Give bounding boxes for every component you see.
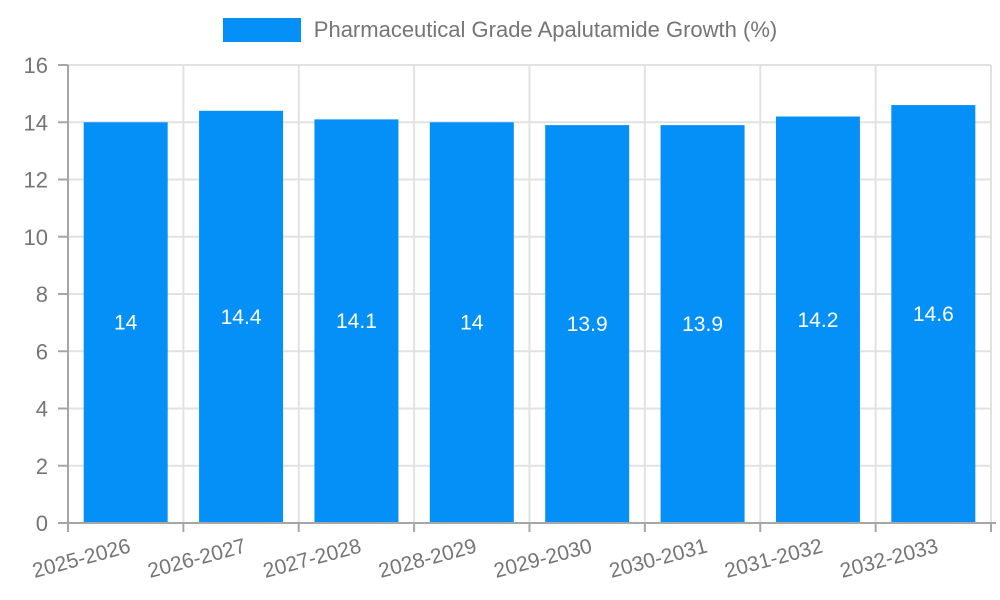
y-tick-label: 12: [24, 168, 48, 193]
bar-value-label: 14: [114, 312, 138, 335]
bar: [660, 125, 745, 524]
x-tick-label: 2026-2027: [145, 535, 248, 583]
legend-swatch: [222, 18, 301, 42]
bar-value-label: 13.9: [682, 313, 723, 336]
y-tick-label: 4: [36, 397, 48, 422]
bar: [545, 125, 630, 524]
bar: [891, 105, 976, 523]
legend-label: Pharmaceutical Grade Apalutamide Growth …: [313, 17, 778, 42]
bar-value-label: 14.6: [913, 303, 954, 326]
y-tick-label: 14: [24, 110, 48, 135]
y-tick-label: 10: [24, 225, 48, 250]
bar: [199, 110, 284, 524]
y-tick-label: 16: [24, 53, 48, 78]
y-tick-label: 2: [36, 454, 48, 479]
bar: [314, 119, 399, 523]
x-tick-label: 2028-2029: [376, 535, 479, 583]
bar-value-label: 13.9: [567, 313, 608, 336]
bar: [775, 116, 860, 524]
bar: [429, 122, 514, 523]
x-tick-label: 2025-2026: [30, 535, 133, 583]
y-tick-label: 6: [36, 339, 48, 364]
x-tick-label: 2032-2033: [838, 535, 941, 583]
bar-value-label: 14.4: [221, 306, 262, 329]
x-tick-label: 2029-2030: [492, 535, 595, 583]
bar-value-label: 14: [460, 312, 484, 335]
x-tick-label: 2031-2032: [722, 535, 825, 583]
bar: [83, 122, 168, 523]
y-tick-label: 0: [36, 511, 48, 536]
bar-value-label: 14.1: [336, 310, 377, 333]
legend: Pharmaceutical Grade Apalutamide Growth …: [0, 17, 1000, 43]
y-tick-label: 8: [36, 282, 48, 307]
x-tick-label: 2030-2031: [607, 535, 710, 583]
x-tick-label: 2027-2028: [261, 535, 364, 583]
bar-value-label: 14.2: [798, 309, 839, 332]
